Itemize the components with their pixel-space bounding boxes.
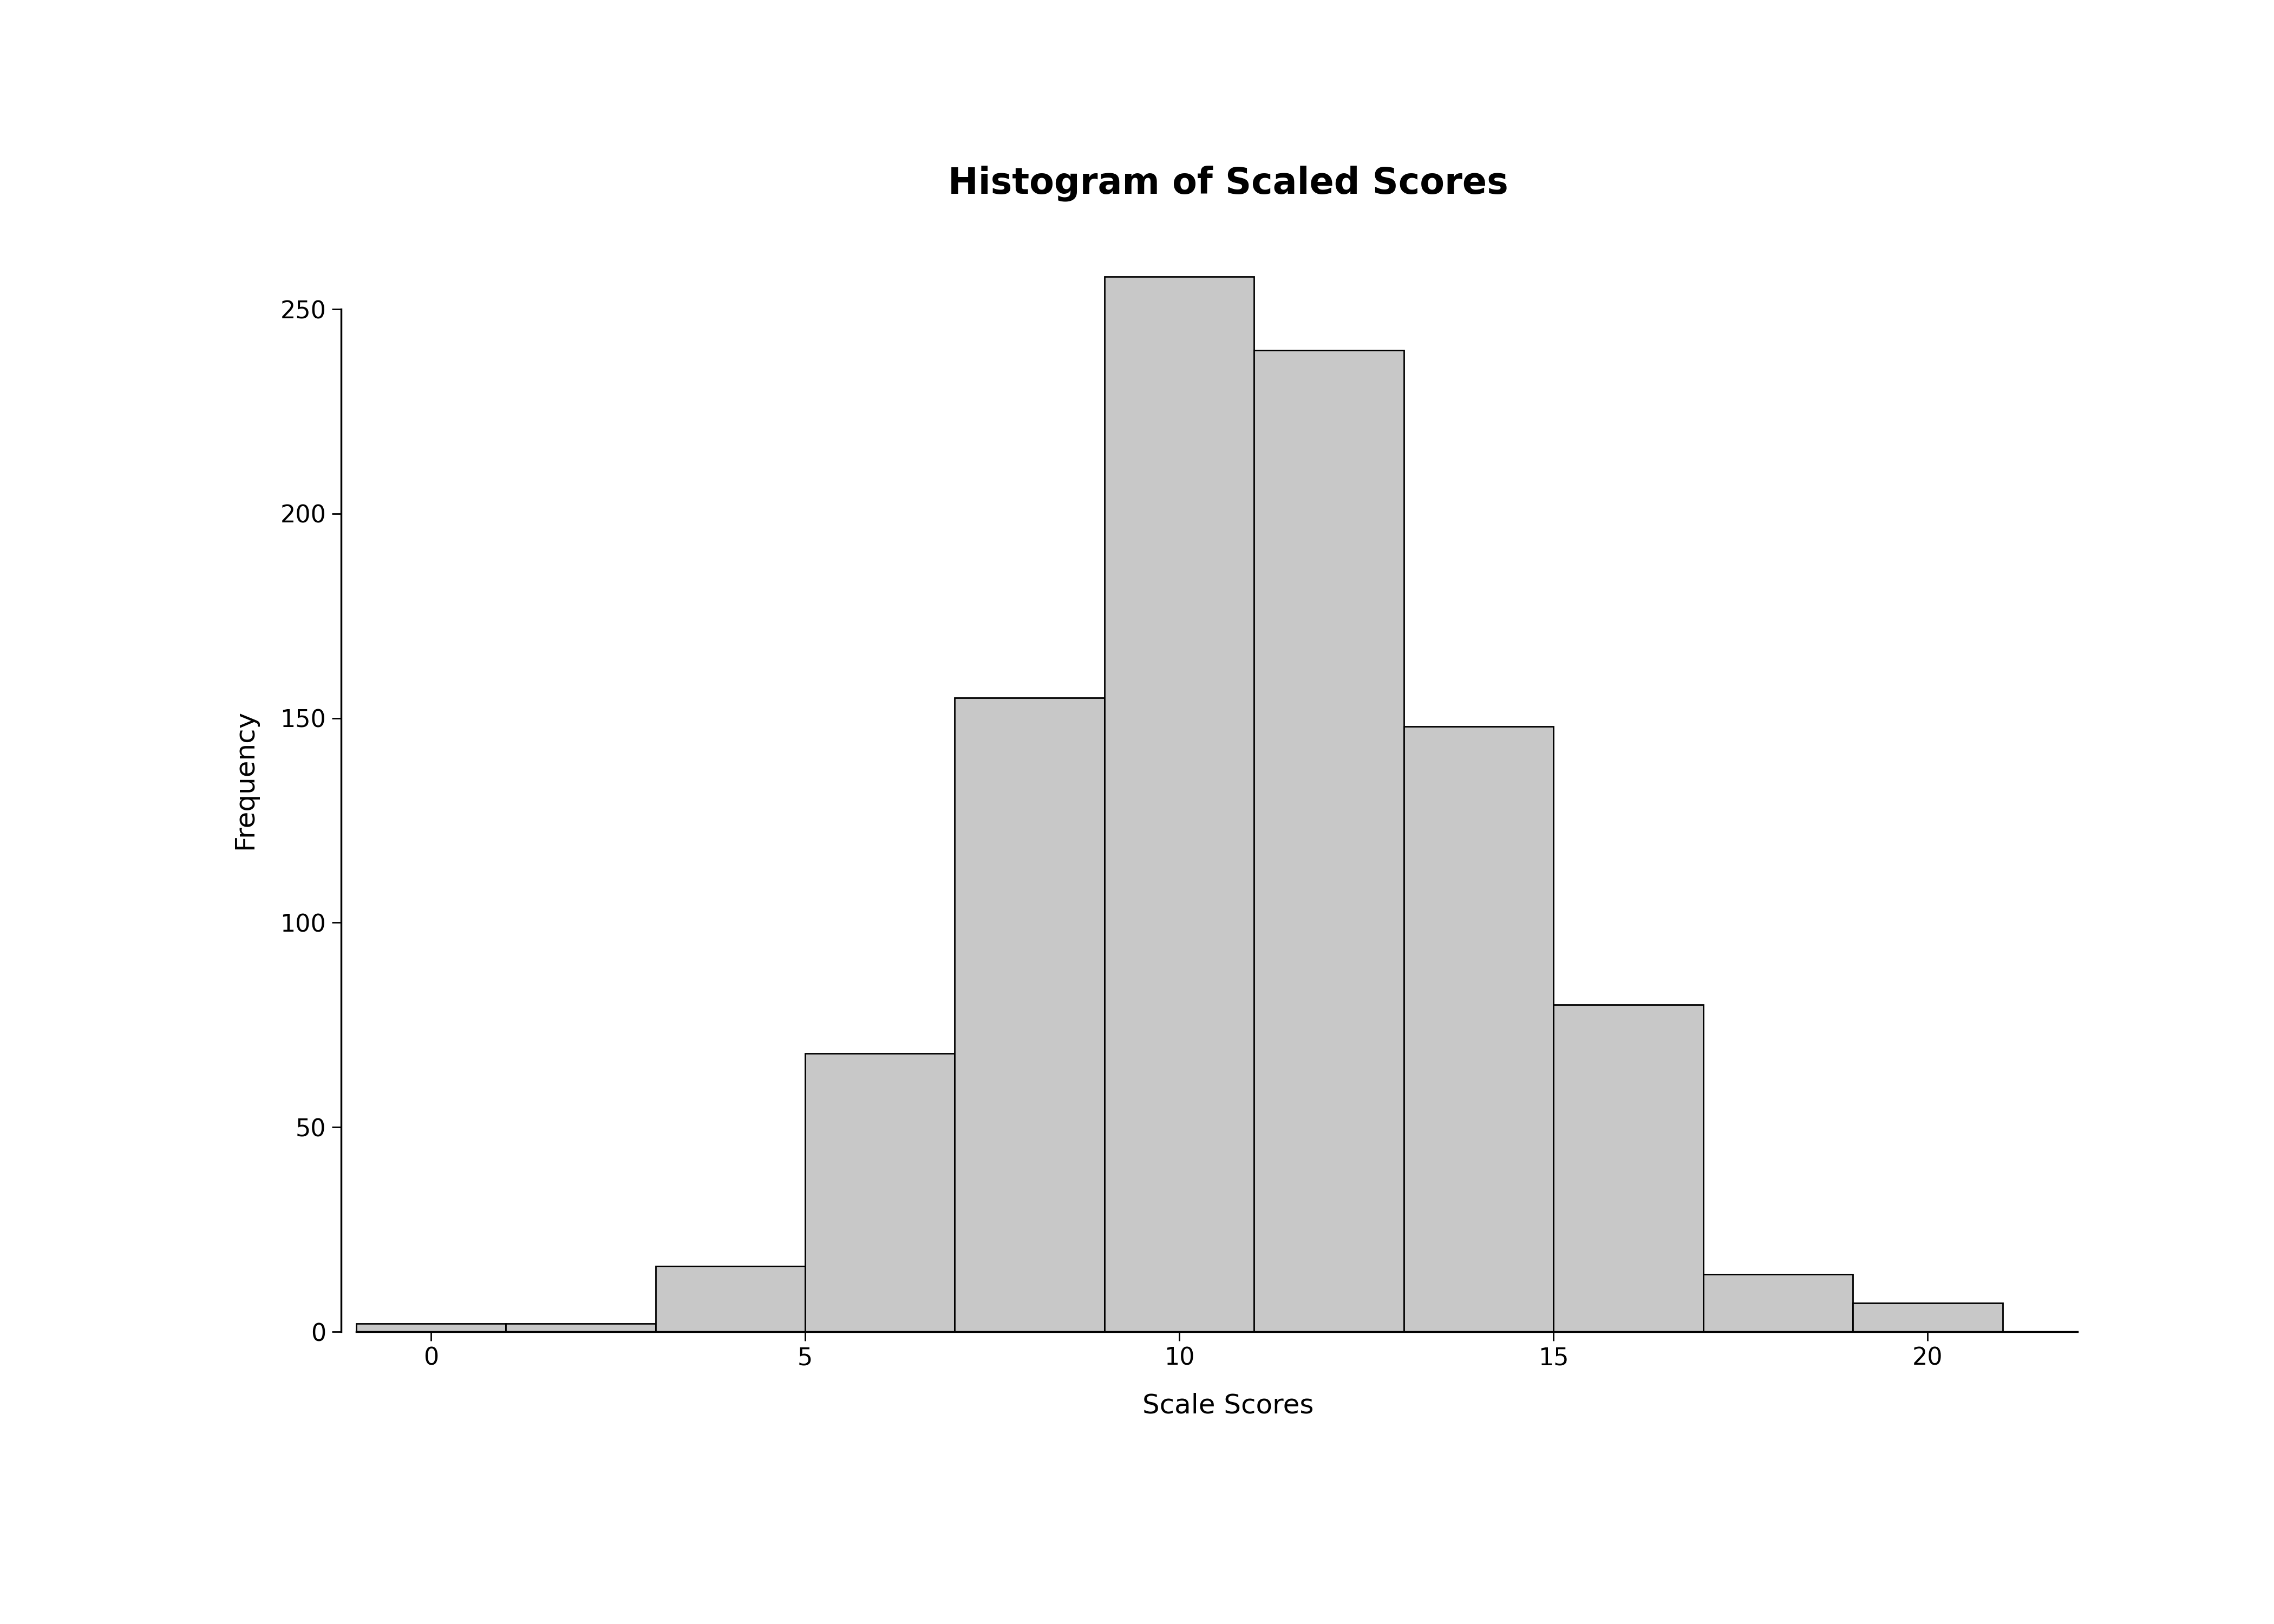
Bar — [505, 1324, 655, 1332]
Bar — [955, 698, 1105, 1332]
Bar — [655, 1267, 805, 1332]
Bar — [805, 1054, 955, 1332]
Bar — [1105, 276, 1255, 1332]
Y-axis label: Frequency: Frequency — [232, 710, 257, 849]
Bar — [1553, 1005, 1703, 1332]
Bar — [1255, 351, 1403, 1332]
Bar — [357, 1324, 505, 1332]
Title: Histogram of Scaled Scores: Histogram of Scaled Scores — [948, 166, 1508, 201]
X-axis label: Scale Scores: Scale Scores — [1142, 1392, 1314, 1418]
Bar — [1403, 726, 1553, 1332]
Bar — [1853, 1302, 2003, 1332]
Bar — [1703, 1275, 1853, 1332]
